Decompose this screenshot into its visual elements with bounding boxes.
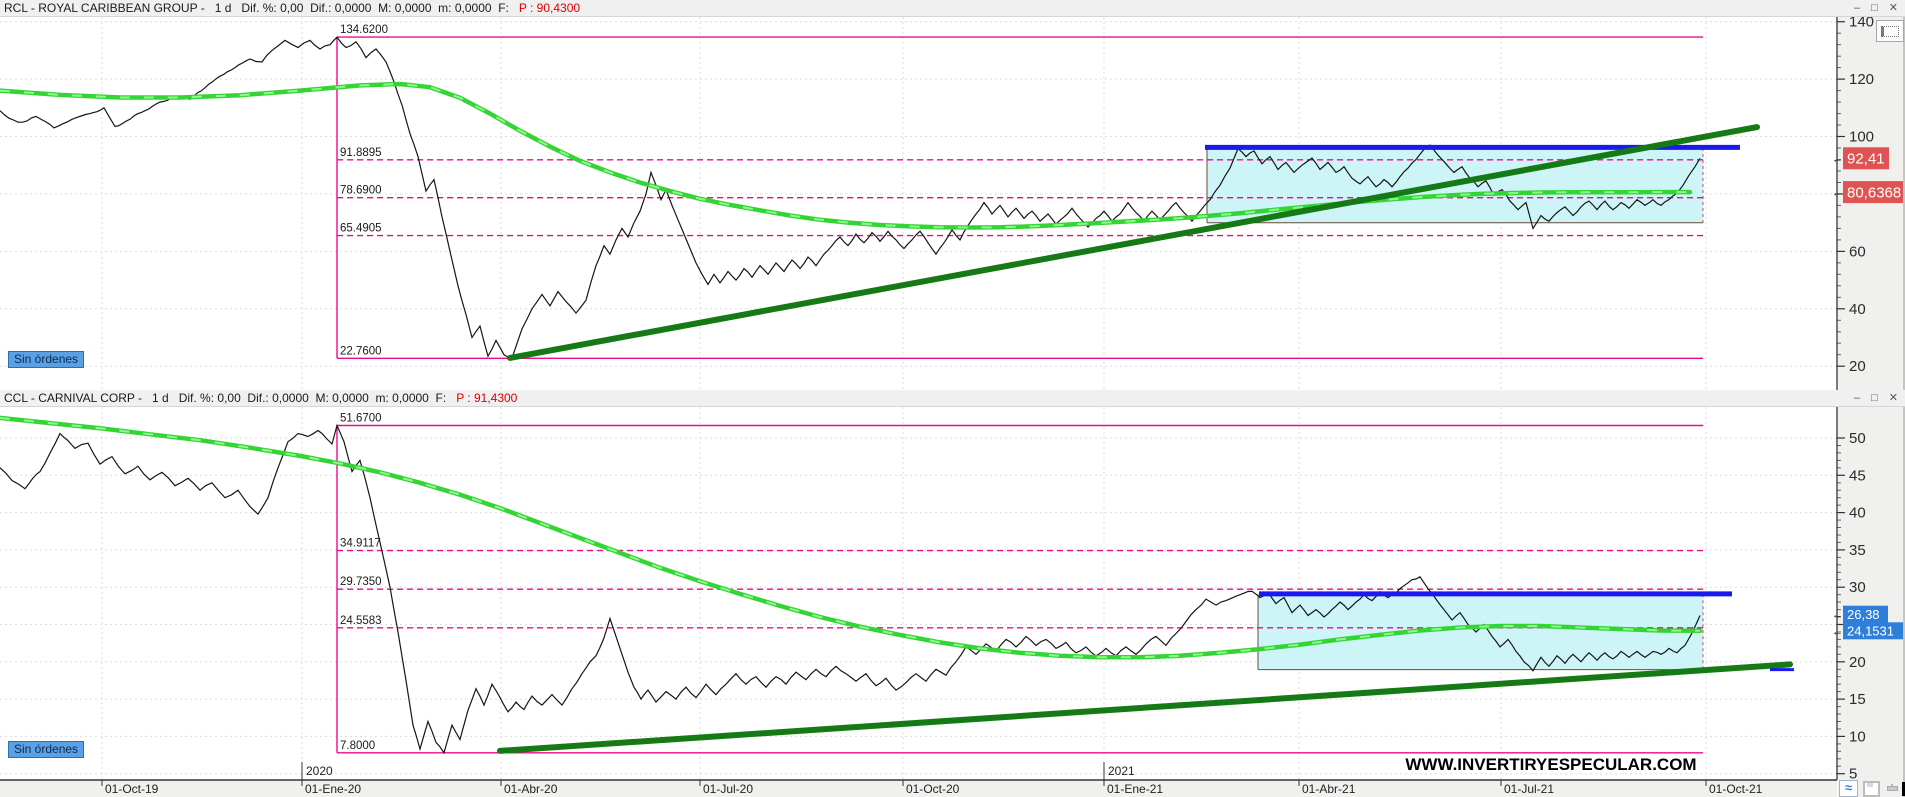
axis-tick-label: 35 (1849, 542, 1866, 559)
ccl-consolidation-box[interactable] (1258, 594, 1703, 670)
titlebar-ccl[interactable]: CCL - CARNIVAL CORP - 1 d Dif. %: 0,00 D… (0, 390, 1905, 407)
axis-tick-label: 30 (1849, 579, 1866, 596)
rcl-last-value-tag[interactable] (1843, 181, 1903, 204)
minimize-icon[interactable]: – (1854, 392, 1861, 404)
axis-tick-label: 120 (1849, 71, 1874, 88)
level-label: 91.8895 (340, 147, 382, 159)
rcl-trendline[interactable] (507, 124, 1760, 361)
date-label: 01-Abr-20 (504, 782, 558, 796)
tag-value-label: 80,6368 (1847, 185, 1901, 202)
ccl-gridlines (0, 407, 1837, 780)
level-label: 134.6200 (340, 24, 388, 36)
date-label: 01-Jul-20 (703, 782, 753, 796)
year-label: 2020 (306, 764, 333, 778)
no-orders-badge-rcl: Sin órdenes (8, 351, 85, 368)
ccl-trendline[interactable] (497, 661, 1793, 754)
axis-tick-label: 45 (1849, 467, 1866, 484)
pin-icon[interactable] (1885, 783, 1898, 795)
time-axis-bar (0, 780, 1837, 797)
date-label: 01-Oct-19 (105, 782, 159, 796)
titlebar-rcl[interactable]: RCL - ROYAL CARIBBEAN GROUP - 1 d Dif. %… (0, 0, 1905, 17)
year-label: 2021 (1108, 764, 1135, 778)
ccl-chart: 51.6700 34.9117 29.7350 24.5583 7.8000 (0, 407, 1837, 780)
tag-value-label: 24,1531 (1847, 623, 1894, 638)
minimize-icon[interactable]: – (1854, 2, 1861, 14)
date-label: 01-Abr-21 (1302, 782, 1356, 796)
rcl-chart: 134.6200 91.8895 78.6900 65.4905 22.7600 (0, 17, 1837, 389)
level-label: 7.8000 (340, 740, 375, 752)
window-controls-rcl: – □ ✕ (1854, 2, 1898, 15)
axis-tick-label: 20 (1849, 358, 1866, 375)
last-price-label: P : 91,4300 (456, 391, 518, 405)
rcl-gridlines (0, 17, 1837, 389)
level-label: 34.9117 (340, 538, 381, 550)
line-chart-mode-icon[interactable]: ≈ (1839, 780, 1858, 797)
quote-stats: Dif. %: 0,00 Dif.: 0,0000 M: 0,0000 m: 0… (178, 391, 447, 405)
ccl-price-levels: 51.6700 34.9117 29.7350 24.5583 7.8000 (336, 413, 1703, 754)
symbol-title: RCL - ROYAL CARIBBEAN GROUP - (4, 1, 205, 15)
axis-tick-label: 10 (1849, 728, 1866, 745)
close-icon[interactable]: ✕ (1888, 2, 1898, 14)
last-price-label: P : 90,4300 (518, 1, 581, 15)
date-label: 01-Ene-20 (305, 782, 361, 796)
watermark-text: WWW.INVERTIRYESPECULAR.COM (1405, 755, 1696, 774)
tag-value-label: 92,41 (1847, 151, 1885, 168)
level-label: 65.4905 (340, 223, 382, 235)
axis-tick-label: 5 (1849, 766, 1857, 783)
rcl-last-value-tag[interactable] (1843, 147, 1889, 170)
axis-tick-label: 140 (1849, 14, 1874, 31)
date-label: 01-Ene-21 (1107, 782, 1163, 796)
axis-tick-label: 40 (1849, 505, 1866, 522)
rcl-moving-average-highlight (0, 82, 1691, 229)
timeframe-label: 1 d (214, 1, 232, 15)
level-label: 22.7600 (340, 345, 382, 357)
axis-tick-label: 20 (1849, 654, 1866, 671)
tag-value-label: 26,38 (1847, 607, 1880, 622)
mini-chart-icon (1881, 25, 1899, 37)
axis-tick-label: 40 (1849, 301, 1866, 318)
level-label: 29.7350 (340, 576, 382, 588)
rcl-price-levels: 134.6200 91.8895 78.6900 65.4905 22.7600 (336, 24, 1703, 359)
color-swatch-icon[interactable] (1902, 781, 1905, 796)
ccl-last-value-tag[interactable] (1843, 605, 1888, 623)
axis-tick-label: 60 (1849, 243, 1866, 260)
close-icon[interactable]: ✕ (1888, 392, 1898, 404)
date-label: 01-Oct-21 (1709, 782, 1763, 796)
level-label: 78.6900 (340, 185, 382, 197)
save-icon[interactable] (1863, 780, 1880, 797)
axis-tick-label: 15 (1849, 691, 1866, 708)
ccl-moving-average-highlight (0, 416, 1701, 659)
maximize-icon[interactable]: □ (1871, 392, 1878, 404)
timeframe-label: 1 d (152, 391, 169, 405)
bottom-toolbar: ≈ (1839, 780, 1905, 797)
date-label: 01-Oct-20 (906, 782, 960, 796)
level-label: 24.5583 (340, 615, 382, 627)
date-label: 01-Jul-21 (1504, 782, 1554, 796)
maximize-icon[interactable]: □ (1871, 2, 1878, 14)
axis-tick-label: 50 (1849, 430, 1866, 447)
symbol-title: CCL - CARNIVAL CORP - (4, 391, 143, 405)
no-orders-badge-ccl: Sin órdenes (8, 741, 85, 758)
quote-stats: Dif. %: 0,00 Dif.: 0,0000 M: 0,0000 m: 0… (241, 1, 509, 15)
window-controls-ccl: – □ ✕ (1854, 392, 1898, 405)
level-label: 51.6700 (340, 413, 382, 425)
time-axis: 01-Oct-19 01-Ene-20 01-Abr-20 01-Jul-20 01-O… (0, 17, 1838, 796)
ccl-last-value-tag[interactable] (1843, 622, 1903, 640)
chart-properties-button[interactable] (1876, 20, 1904, 42)
ccl-price-axis: 5045403530252015105←26,38←24,1531 (1832, 430, 1903, 783)
ccl-price-line (0, 423, 1701, 755)
axis-tick-label: 100 (1849, 129, 1874, 146)
